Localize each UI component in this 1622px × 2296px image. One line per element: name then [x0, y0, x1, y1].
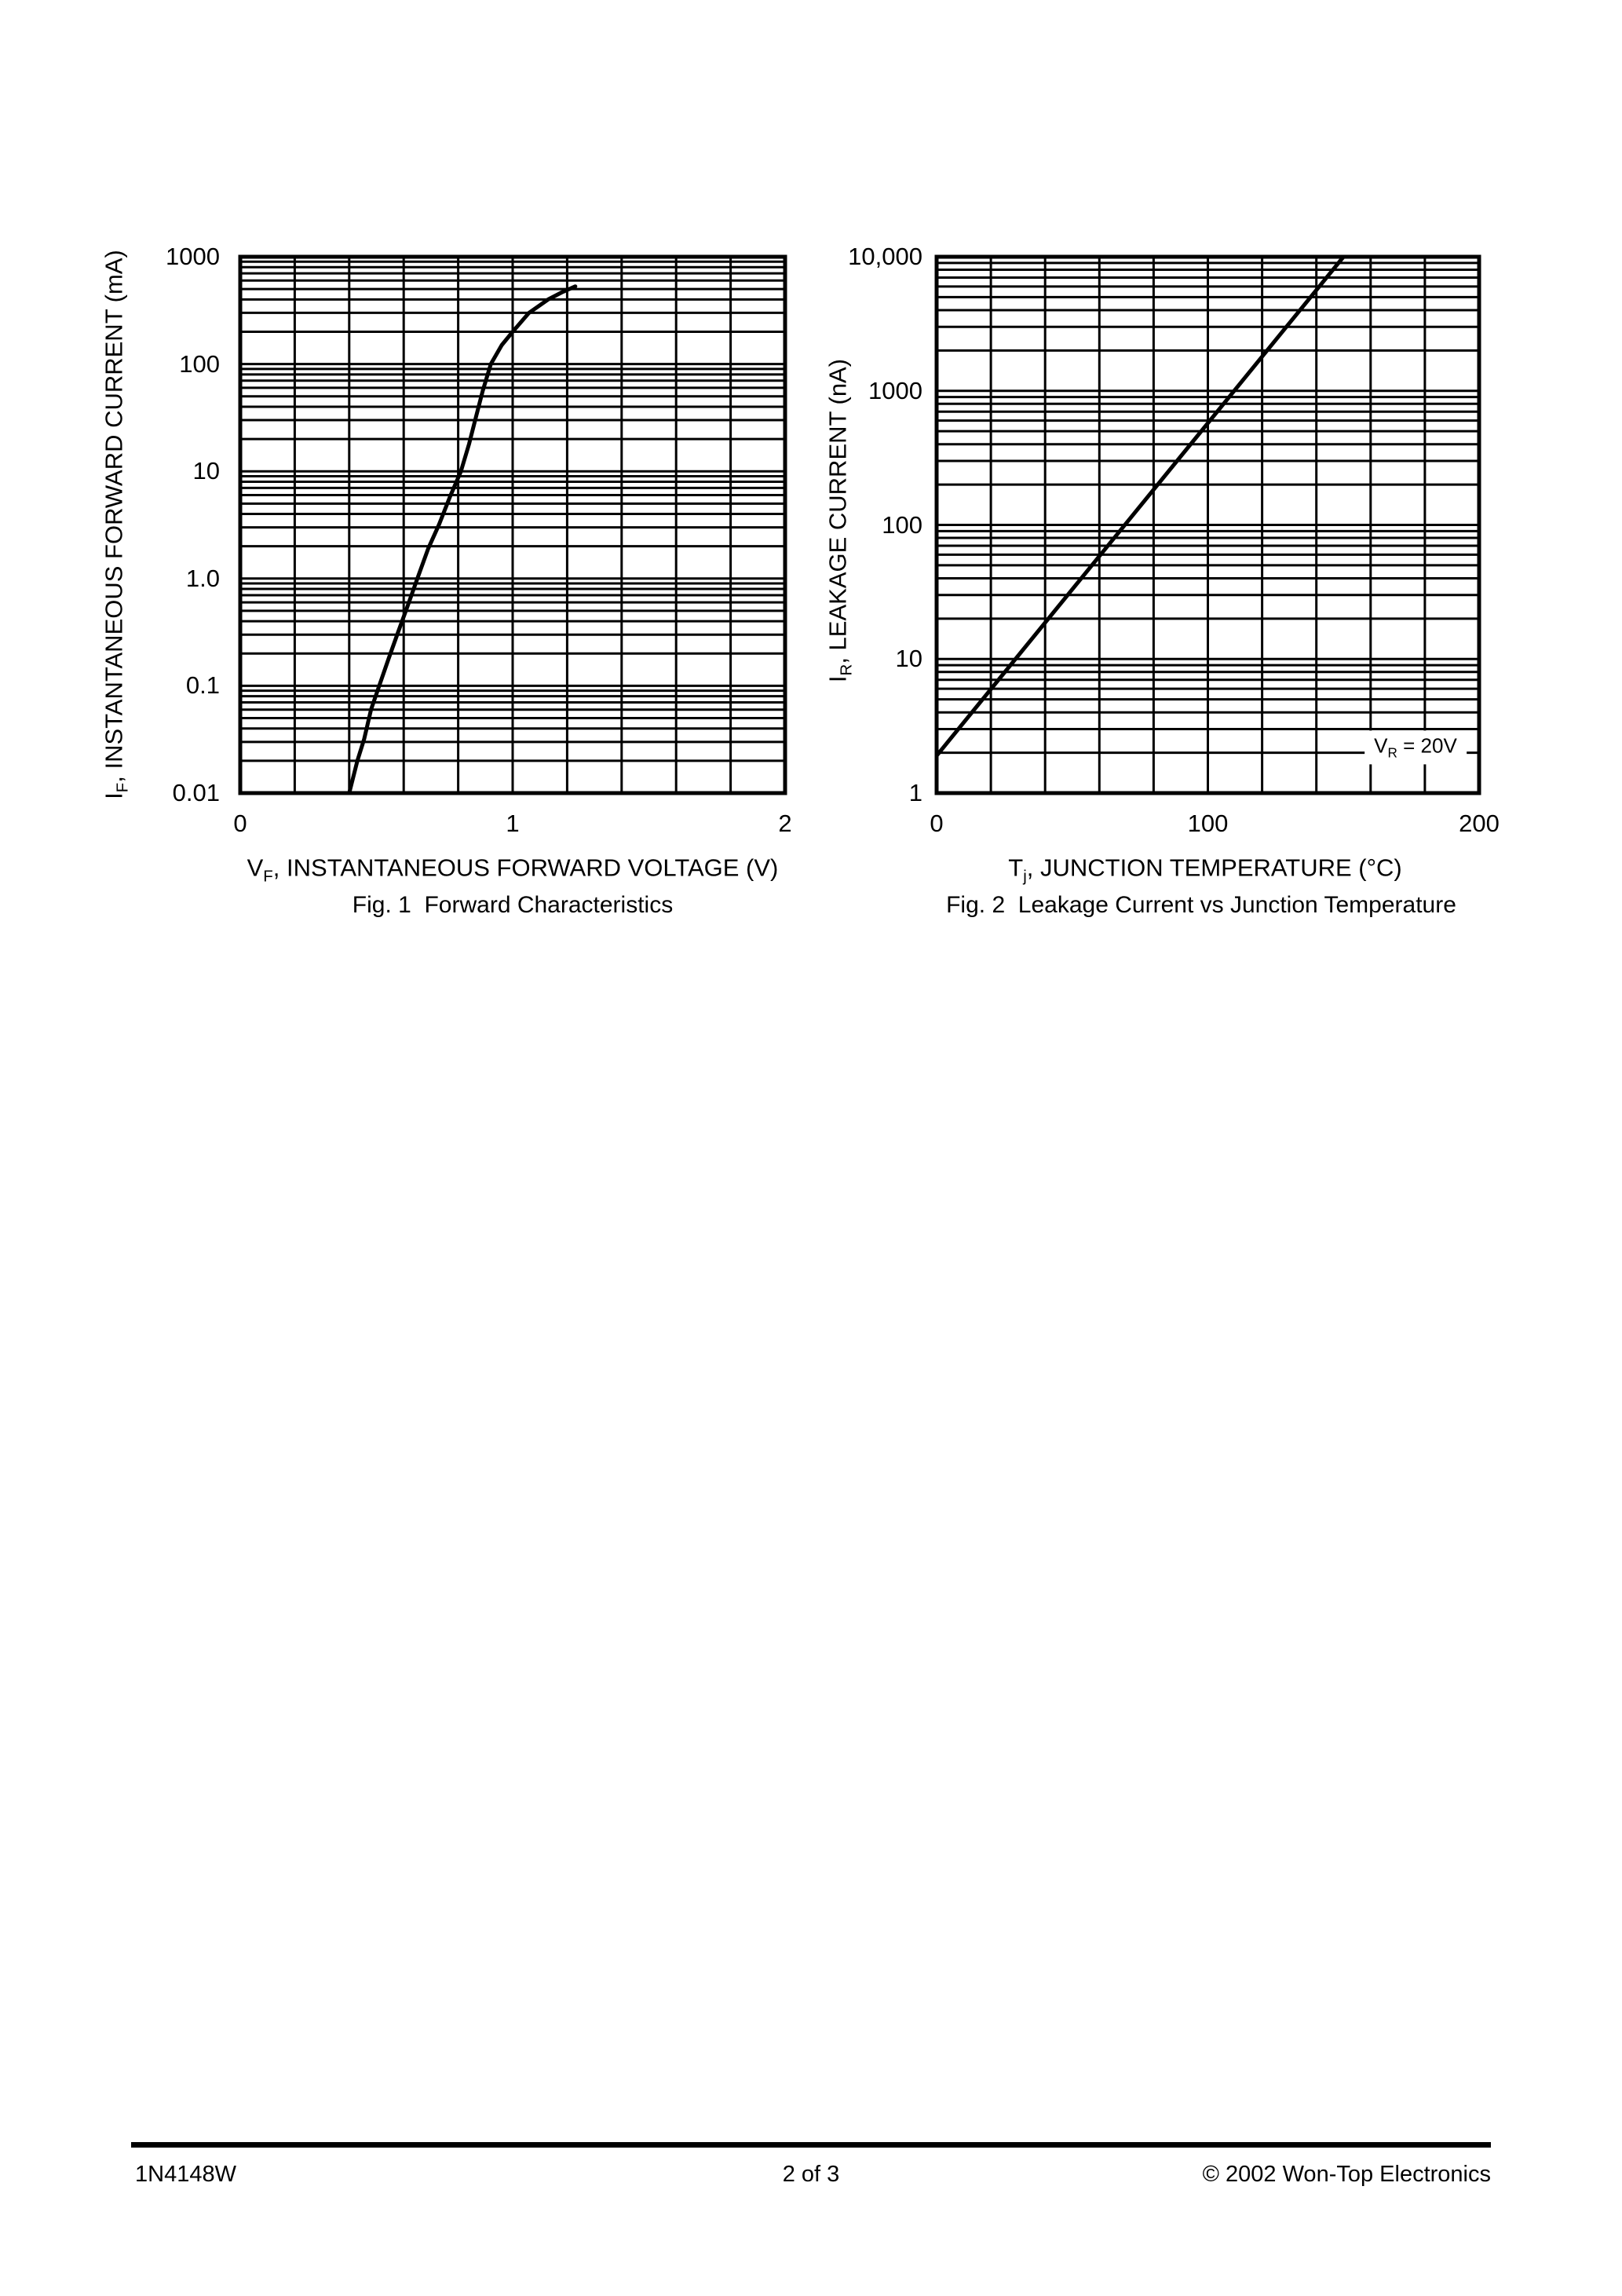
fig1-xtick-2: 2: [778, 810, 792, 837]
fig1-ytick-10: 10: [192, 457, 220, 485]
fig1-ytick-1000: 1000: [166, 243, 220, 270]
fig2-ytick-100: 100: [882, 510, 922, 539]
fig2-xtick-200: 200: [1459, 810, 1500, 837]
fig1-data-curve: [347, 284, 578, 795]
fig1-y-axis-label: IF, INSTANTANEOUS FORWARD CURRENT (mA): [100, 250, 132, 799]
fig1-caption: Fig. 1 Forward Characteristics: [352, 892, 674, 918]
fig1-ytick-1.0: 1.0: [185, 564, 220, 592]
fig2-xtick-100: 100: [1187, 810, 1229, 837]
fig1-x-axis-label: VF, INSTANTANEOUS FORWARD VOLTAGE (V): [247, 854, 779, 886]
fig1-ytick-0.1: 0.1: [185, 671, 220, 700]
fig2-ytick-1: 1: [908, 779, 922, 806]
fig1-xtick-0: 0: [233, 810, 247, 837]
plot-border: [934, 254, 1481, 795]
fig2-ytick-10: 10: [895, 645, 922, 673]
fig1-ytick-100: 100: [179, 349, 220, 378]
footer-page-indicator: 2 of 3: [782, 2162, 840, 2187]
fig2-ytick-10,000: 10,000: [848, 243, 922, 270]
footer-copyright: © 2002 Won-Top Electronics: [1202, 2162, 1491, 2187]
fig2-xtick-0: 0: [930, 810, 944, 837]
fig2-x-axis-label: Tj, JUNCTION TEMPERATURE (°C): [1008, 854, 1402, 886]
footer-rule: [131, 2142, 1491, 2148]
fig1-xtick-1: 1: [506, 810, 520, 837]
fig2-ytick-1000: 1000: [868, 376, 922, 404]
fig1-plot-area: [238, 254, 787, 795]
fig2-plot-area: [934, 254, 1481, 795]
fig1-ytick-0.01: 0.01: [172, 779, 220, 806]
fig2-test-condition-annotation: VR = 20V: [1364, 730, 1467, 765]
fig2-caption: Fig. 2 Leakage Current vs Junction Tempe…: [946, 892, 1456, 918]
fig2-data-curve: [934, 254, 1346, 758]
plot-border: [238, 254, 787, 795]
footer-part-number: 1N4148W: [135, 2162, 236, 2187]
